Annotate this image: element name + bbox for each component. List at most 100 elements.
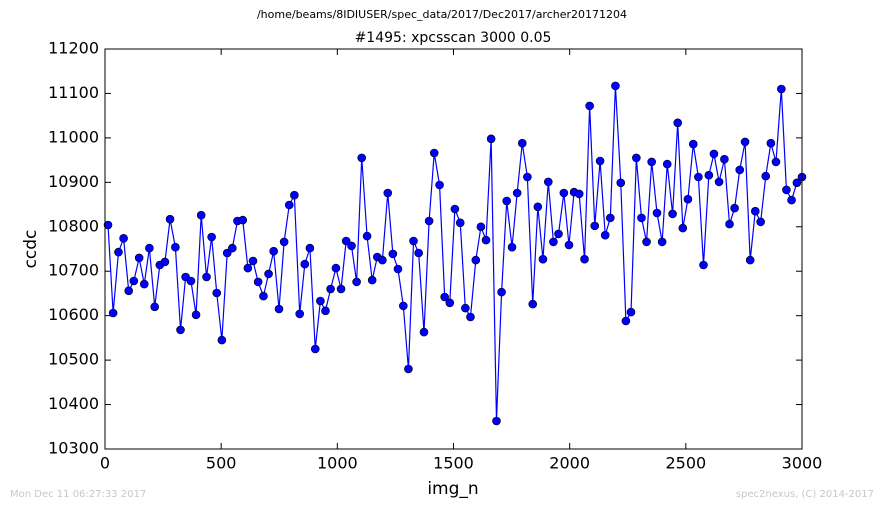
data-point: [486, 134, 496, 144]
data-point: [740, 137, 750, 147]
data-point: [538, 254, 548, 264]
data-point: [114, 247, 123, 257]
data-point: [326, 284, 335, 294]
data-point: [212, 288, 222, 298]
data-point: [259, 291, 268, 301]
data-point: [766, 138, 776, 148]
data-point: [269, 246, 278, 256]
data-point: [600, 230, 610, 240]
data-point: [424, 216, 434, 226]
data-point: [103, 220, 113, 230]
data-point: [341, 236, 351, 246]
data-point: [476, 222, 486, 232]
data-point: [253, 277, 263, 287]
data-point: [357, 153, 367, 163]
data-point: [533, 202, 543, 212]
data-point: [507, 242, 517, 252]
data-point: [455, 218, 465, 228]
data-point: [160, 257, 170, 267]
data-point: [228, 243, 237, 253]
data-point: [331, 263, 341, 273]
y-tick-label: 11000: [48, 127, 99, 146]
data-point: [580, 254, 589, 264]
data-point: [108, 308, 118, 318]
data-point: [367, 275, 377, 285]
data-point: [238, 215, 248, 225]
data-point: [336, 284, 346, 294]
data-point: [461, 303, 470, 313]
data-point: [124, 286, 133, 296]
data-point: [248, 256, 258, 266]
data-point: [502, 196, 512, 206]
data-point: [466, 312, 475, 322]
y-axis-label: ccdc: [21, 230, 41, 269]
data-point: [404, 364, 413, 374]
data-point: [119, 234, 128, 243]
data-point: [414, 248, 423, 258]
data-point: [191, 310, 201, 320]
data-point: [792, 178, 802, 188]
data-point: [632, 153, 641, 163]
data-point: [305, 243, 315, 253]
suptitle: /home/beams/8IDIUSER/spec_data/2017/Dec2…: [257, 8, 627, 21]
data-point: [217, 335, 227, 345]
data-point: [528, 299, 538, 309]
y-tick-label: 11200: [48, 39, 99, 58]
x-tick-label: 1000: [317, 454, 358, 473]
y-tick-label: 10800: [48, 216, 99, 235]
data-line: [107, 85, 803, 422]
data-point: [678, 223, 688, 233]
data-point: [725, 219, 734, 229]
x-tick-label: 0: [100, 454, 110, 473]
data-point: [139, 279, 149, 289]
data-point: [730, 203, 739, 213]
data-point: [186, 276, 196, 286]
data-point: [652, 208, 662, 218]
data-point: [243, 263, 253, 273]
data-point: [523, 172, 532, 182]
data-point: [564, 240, 574, 250]
data-point: [704, 170, 714, 180]
data-point: [549, 237, 558, 247]
data-point: [616, 178, 626, 188]
data-point: [295, 309, 304, 319]
data-point: [290, 190, 299, 200]
data-point: [554, 229, 563, 239]
data-point: [497, 287, 506, 297]
data-point: [388, 249, 398, 259]
data-point: [657, 237, 667, 247]
data-point: [316, 296, 325, 306]
data-point: [445, 298, 455, 308]
data-point: [279, 237, 289, 247]
data-point: [440, 292, 449, 302]
data-point: [637, 213, 646, 223]
data-point: [352, 277, 361, 287]
data-point: [735, 165, 745, 175]
data-point: [321, 306, 330, 316]
x-tick-label: 3000: [782, 454, 823, 473]
x-axis-label: img_n: [427, 479, 478, 499]
data-point: [378, 255, 387, 265]
data-point: [694, 172, 703, 182]
data-point: [435, 180, 444, 190]
y-tick-label: 10500: [48, 350, 99, 369]
data-point: [543, 177, 553, 187]
data-point: [347, 241, 356, 251]
data-point: [777, 84, 786, 94]
data-point: [642, 237, 651, 247]
data-point: [165, 214, 175, 224]
data-point: [274, 304, 284, 314]
data-point: [196, 210, 206, 220]
data-point: [310, 344, 320, 354]
y-tick-label: 10400: [48, 394, 99, 413]
y-tick-label: 10700: [48, 261, 99, 280]
timestamp: Mon Dec 11 06:27:33 2017: [10, 489, 146, 500]
data-point: [621, 316, 631, 326]
y-tick-label: 10600: [48, 305, 99, 324]
data-point: [409, 236, 418, 246]
data-point: [761, 171, 771, 181]
data-point: [751, 206, 760, 216]
data-point: [399, 301, 408, 311]
data-point: [171, 242, 180, 252]
